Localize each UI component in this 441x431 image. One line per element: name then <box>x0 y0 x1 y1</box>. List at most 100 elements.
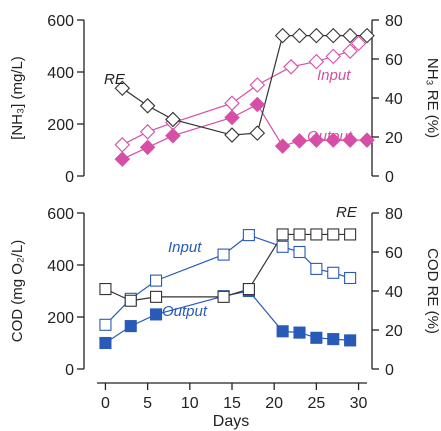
cod-x-tick-label: 30 <box>350 395 368 412</box>
cod-x-axis-title: Days <box>213 413 249 430</box>
nh3-input-label: Input <box>317 67 351 84</box>
nh3-panel: 0 200 400 600 0 20 40 60 80 [NH₃] (mg/L) NH₃ RE… <box>9 13 441 186</box>
cod-left-tick-label: 200 <box>47 310 74 327</box>
nh3-re-point <box>308 27 325 44</box>
cod-re-point <box>327 228 340 241</box>
cod-re-point <box>99 282 112 296</box>
nh3-output-point <box>165 127 181 144</box>
cod-right-tick-label: 80 <box>385 206 403 223</box>
nh3-output-point <box>249 96 266 113</box>
nh3-left-axis-title: [NH₃] (mg/L) <box>9 56 26 140</box>
nh3-re-point <box>291 27 308 44</box>
nh3-output-label: Output <box>307 128 353 145</box>
nh3-output-point <box>342 132 358 148</box>
cod-panel: 0 200 400 600 0 20 40 60 80 0 5 10 15 20 25 30 COD (m… <box>9 204 441 430</box>
cod-re-point <box>344 228 357 241</box>
nh3-output-point <box>224 109 240 126</box>
cod-left-tick-label: 0 <box>65 362 74 379</box>
nh3-right-axis-title: NH₃ RE (%) <box>424 58 441 138</box>
nh3-re-point <box>139 98 156 114</box>
nh3-output-point <box>359 132 375 148</box>
nh3-re-label: RE <box>104 71 126 88</box>
nh3-output-point <box>325 132 342 148</box>
cod-x-tick-label: 10 <box>181 395 199 412</box>
cod-right-tick-label: 20 <box>385 323 403 340</box>
nh3-re-point <box>342 27 358 44</box>
cod-input-line <box>105 234 351 326</box>
cod-x-tick-label: 0 <box>101 395 110 412</box>
cod-left-axis-title: COD (mg O₂/L) <box>9 240 26 343</box>
cod-left-tick-label: 600 <box>47 206 74 223</box>
cod-re-point <box>293 228 306 241</box>
cod-re-point <box>124 294 137 307</box>
nh3-input-point <box>325 48 342 65</box>
cod-re-point <box>276 228 289 241</box>
nh3-left-tick-label: 600 <box>47 13 74 30</box>
nh3-output-point <box>114 151 131 167</box>
nh3-input-point <box>350 35 367 52</box>
nh3-re-point <box>359 27 375 44</box>
nh3-right-tick-label: 20 <box>385 130 403 147</box>
cod-input-point <box>242 229 255 242</box>
cod-right-tick-label: 40 <box>385 284 403 301</box>
cod-output-point <box>99 336 112 350</box>
cod-input-point <box>150 274 163 287</box>
nh3-re-point <box>224 127 240 143</box>
cod-input-point <box>344 271 357 285</box>
nh3-input-point <box>249 77 266 93</box>
cod-output-point <box>276 325 289 338</box>
cod-output-point <box>293 326 306 339</box>
cod-input-point <box>310 262 323 275</box>
cod-input-point <box>276 240 289 253</box>
cod-output-point <box>124 320 137 333</box>
nh3-output-point <box>274 138 291 154</box>
cod-x-tick-label: 25 <box>307 395 325 412</box>
nh3-re-point <box>274 27 291 44</box>
nh3-re-point <box>325 27 342 44</box>
cod-re-point <box>310 228 323 241</box>
cod-input-point <box>99 318 112 331</box>
nh3-re-point <box>114 80 131 97</box>
nh3-output-point <box>308 132 325 148</box>
nh3-left-tick-label: 0 <box>65 169 74 186</box>
nh3-right-tick-label: 80 <box>385 13 403 30</box>
cod-re-label: RE <box>336 204 358 221</box>
cod-x-tick-label: 20 <box>265 395 283 412</box>
nh3-input-point <box>283 59 299 75</box>
nh3-left-tick-label: 400 <box>47 65 74 82</box>
nh3-re-point <box>249 125 266 141</box>
nh3-output-point <box>139 139 156 156</box>
cod-output-point <box>150 308 163 321</box>
nh3-input-point <box>114 137 131 153</box>
cod-output-label: Output <box>162 303 208 320</box>
nh3-output-point <box>291 133 308 149</box>
cod-input-point <box>327 266 340 279</box>
cod-re-line <box>105 233 351 302</box>
nh3-input-point <box>224 95 240 111</box>
cod-re-point <box>242 282 255 296</box>
nh3-input-point <box>139 124 156 140</box>
nh3-left-tick-label: 200 <box>47 117 74 134</box>
cod-x-tick-label: 5 <box>143 395 152 412</box>
nh3-input-point <box>308 53 325 70</box>
nh3-re-point <box>165 111 181 128</box>
cod-output-point <box>310 331 323 344</box>
cod-left-tick-label: 400 <box>47 258 74 275</box>
cod-right-axis-title: COD RE (%) <box>424 248 441 334</box>
nh3-input-point <box>342 43 358 59</box>
nh3-right-tick-label: 40 <box>385 91 403 108</box>
cod-re-point <box>150 290 163 303</box>
nh3-re-line <box>121 34 367 136</box>
nh3-right-tick-label: 60 <box>385 52 403 69</box>
nh3-right-tick-label: 0 <box>385 169 394 186</box>
cod-x-tick-label: 15 <box>223 395 241 412</box>
cod-output-point <box>327 333 340 346</box>
nh3-input-line <box>122 42 359 146</box>
cod-right-tick-label: 0 <box>385 362 394 379</box>
cod-input-label: Input <box>168 239 202 256</box>
cod-output-line <box>105 290 351 344</box>
cod-input-point <box>217 248 230 261</box>
cod-input-point <box>293 245 306 259</box>
cod-re-point <box>217 290 230 303</box>
